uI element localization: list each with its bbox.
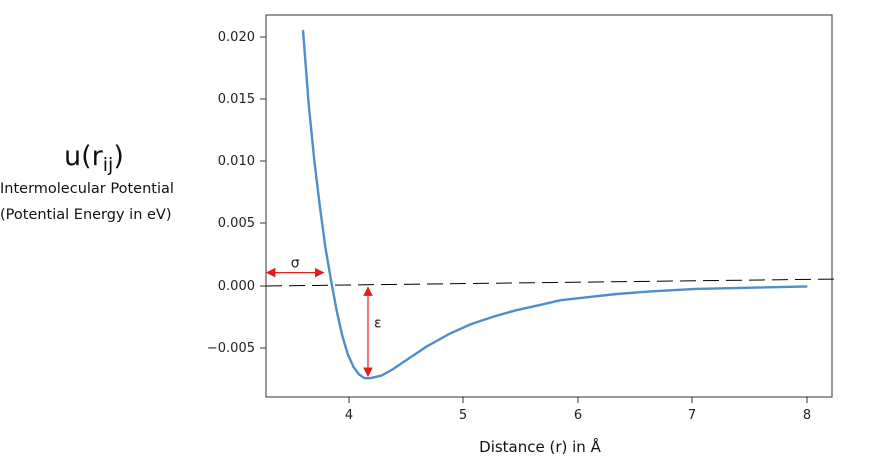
y-tick-5: −0.005 bbox=[207, 341, 266, 356]
y-tick-0: 0.020 bbox=[218, 30, 266, 45]
sigma-label: σ bbox=[291, 256, 300, 272]
x-tick-2: 6 bbox=[574, 397, 582, 423]
plot-frame bbox=[265, 14, 833, 398]
x-tick-1: 5 bbox=[459, 397, 467, 423]
x-tick-label-1: 5 bbox=[459, 408, 467, 423]
x-tick-label-0: 4 bbox=[345, 408, 353, 423]
x-tick-0: 4 bbox=[345, 397, 353, 423]
x-tick-label-4: 8 bbox=[803, 408, 811, 423]
y-axis-symbol: u(rij) bbox=[64, 141, 124, 176]
y-axis-label-line1: Intermolecular Potential bbox=[0, 181, 174, 197]
y-tick-label-3: 0.005 bbox=[218, 216, 255, 231]
x-tick-3: 7 bbox=[688, 397, 696, 423]
y-axis-label: u(rij) Intermolecular Potential (Potenti… bbox=[0, 141, 174, 223]
zero-reference-dashed-line bbox=[265, 278, 841, 287]
y-tick-2: 0.010 bbox=[218, 154, 266, 169]
y-tick-label-2: 0.010 bbox=[218, 154, 255, 169]
y-tick-3: 0.005 bbox=[218, 216, 266, 231]
y-tick-1: 0.015 bbox=[218, 92, 266, 107]
x-tick-label-3: 7 bbox=[688, 408, 696, 423]
y-tick-4: 0.000 bbox=[218, 279, 266, 294]
y-tick-label-1: 0.015 bbox=[218, 92, 255, 107]
epsilon-label: ε bbox=[374, 316, 382, 332]
y-tick-label-4: 0.000 bbox=[218, 279, 255, 294]
x-axis-label: Distance (r) in Å bbox=[479, 437, 601, 456]
series-line-0 bbox=[301, 30, 808, 380]
x-tick-4: 8 bbox=[803, 397, 811, 423]
y-axis-label-line2: (Potential Energy in eV) bbox=[0, 207, 172, 223]
y-tick-label-5: −0.005 bbox=[207, 341, 255, 356]
x-tick-label-2: 6 bbox=[574, 408, 582, 423]
y-tick-label-0: 0.020 bbox=[218, 30, 255, 45]
